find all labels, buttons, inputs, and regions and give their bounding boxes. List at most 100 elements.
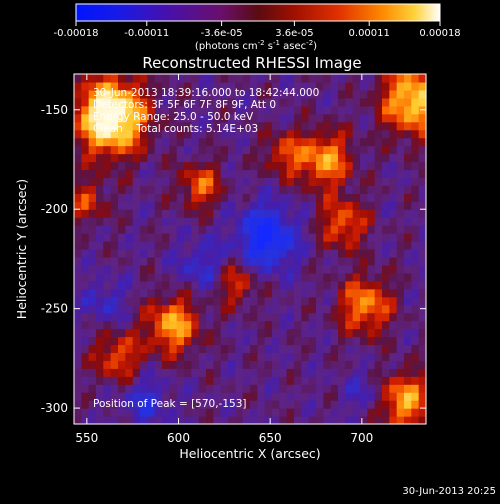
heatmap-cell [374, 97, 383, 107]
heatmap-cell [184, 137, 192, 147]
heatmap-cell [396, 201, 405, 210]
heatmap-cell [198, 320, 207, 330]
heatmap-cell [235, 241, 244, 250]
heatmap-cell [338, 288, 346, 298]
heatmap-cell [242, 145, 251, 155]
heatmap-cell [206, 304, 214, 314]
heatmap-cell [198, 256, 207, 266]
heatmap-cell [169, 376, 178, 385]
heatmap-cell [330, 352, 339, 361]
heatmap-cell [81, 121, 90, 131]
heatmap-cell [213, 400, 222, 409]
heatmap-cell [235, 105, 244, 115]
colorbar-tick-label: -0.00018 [54, 28, 99, 39]
heatmap-cell [264, 74, 273, 83]
heatmap-cell [198, 408, 207, 417]
heatmap-cell [242, 129, 251, 139]
heatmap-cell [198, 264, 207, 274]
heatmap-cell [367, 185, 376, 194]
heatmap-cell [110, 408, 119, 417]
heatmap-cell [264, 81, 273, 91]
heatmap-cell [294, 233, 302, 242]
heatmap-cell [162, 304, 170, 314]
heatmap-cell [308, 89, 317, 99]
heatmap-cell [264, 360, 273, 369]
heatmap-cell [213, 352, 222, 361]
heatmap-cell [147, 400, 156, 409]
heatmap-cell [206, 121, 214, 131]
heatmap-cell [118, 400, 126, 409]
heatmap-cell [418, 288, 427, 298]
heatmap-cell [367, 145, 376, 155]
heatmap-cell [140, 312, 148, 322]
heatmap-cell [213, 280, 222, 290]
heatmap-cell [250, 280, 258, 290]
heatmap-cell [286, 360, 295, 369]
heatmap-cell [352, 304, 361, 314]
heatmap-cell [176, 177, 185, 186]
heatmap-cell [74, 169, 82, 178]
heatmap-cell [382, 400, 390, 409]
heatmap-cell [154, 352, 163, 361]
heatmap-cell [81, 384, 90, 393]
heatmap-cell [81, 74, 90, 83]
heatmap-cell [250, 344, 258, 353]
heatmap-cell [286, 185, 295, 194]
heatmap-cell [220, 89, 229, 99]
heatmap-cell [374, 153, 383, 163]
heatmap-cell [162, 280, 170, 290]
heatmap-cell [264, 392, 273, 401]
heatmap-cell [125, 344, 134, 353]
heatmap-cell [308, 225, 317, 234]
heatmap-cell [132, 74, 141, 83]
heatmap-cell [96, 249, 104, 258]
heatmap-cell [154, 89, 163, 99]
heatmap-cell [323, 384, 332, 393]
heatmap-cell [411, 344, 420, 353]
heatmap-cell [88, 233, 97, 242]
heatmap-cell [272, 352, 280, 361]
heatmap-cell [374, 201, 383, 210]
heatmap-cell [184, 416, 192, 425]
heatmap-cell [411, 217, 420, 226]
heatmap-cell [279, 241, 288, 250]
heatmap-cell [206, 288, 214, 298]
heatmap-cell [132, 209, 141, 218]
heatmap-cell [169, 296, 178, 306]
heatmap-cell [396, 368, 405, 377]
heatmap-cell [294, 105, 302, 115]
heatmap-cell [88, 113, 97, 123]
heatmap-cell [176, 105, 185, 115]
heatmap-cell [367, 161, 376, 171]
heatmap-cell [418, 145, 427, 155]
heatmap-cell [345, 256, 354, 266]
heatmap-cell [220, 201, 229, 210]
heatmap-cell [396, 113, 405, 123]
heatmap-cell [257, 145, 266, 155]
heatmap-cell [338, 225, 346, 234]
heatmap-cell [147, 81, 156, 91]
heatmap-cell [206, 328, 214, 338]
heatmap-cell [184, 185, 192, 194]
heatmap-cell [184, 161, 192, 171]
heatmap-cell [352, 113, 361, 123]
heatmap-cell [411, 97, 420, 107]
heatmap-cell [176, 137, 185, 147]
heatmap-cell [228, 336, 236, 346]
heatmap-cell [323, 352, 332, 361]
heatmap-cell [257, 233, 266, 242]
heatmap-cell [184, 177, 192, 186]
heatmap-cell [323, 177, 332, 186]
heatmap-cell [162, 264, 170, 274]
heatmap-cell [323, 209, 332, 218]
info-energy-range: Energy Range: 25.0 - 50.0 keV [93, 111, 254, 123]
heatmap-cell [294, 416, 302, 425]
heatmap-cell [81, 312, 90, 322]
heatmap-cell [404, 177, 412, 186]
heatmap-cell [154, 145, 163, 155]
heatmap-cell [140, 89, 148, 99]
heatmap-cell [81, 113, 90, 123]
heatmap-cell [374, 344, 383, 353]
heatmap-cell [360, 360, 368, 369]
